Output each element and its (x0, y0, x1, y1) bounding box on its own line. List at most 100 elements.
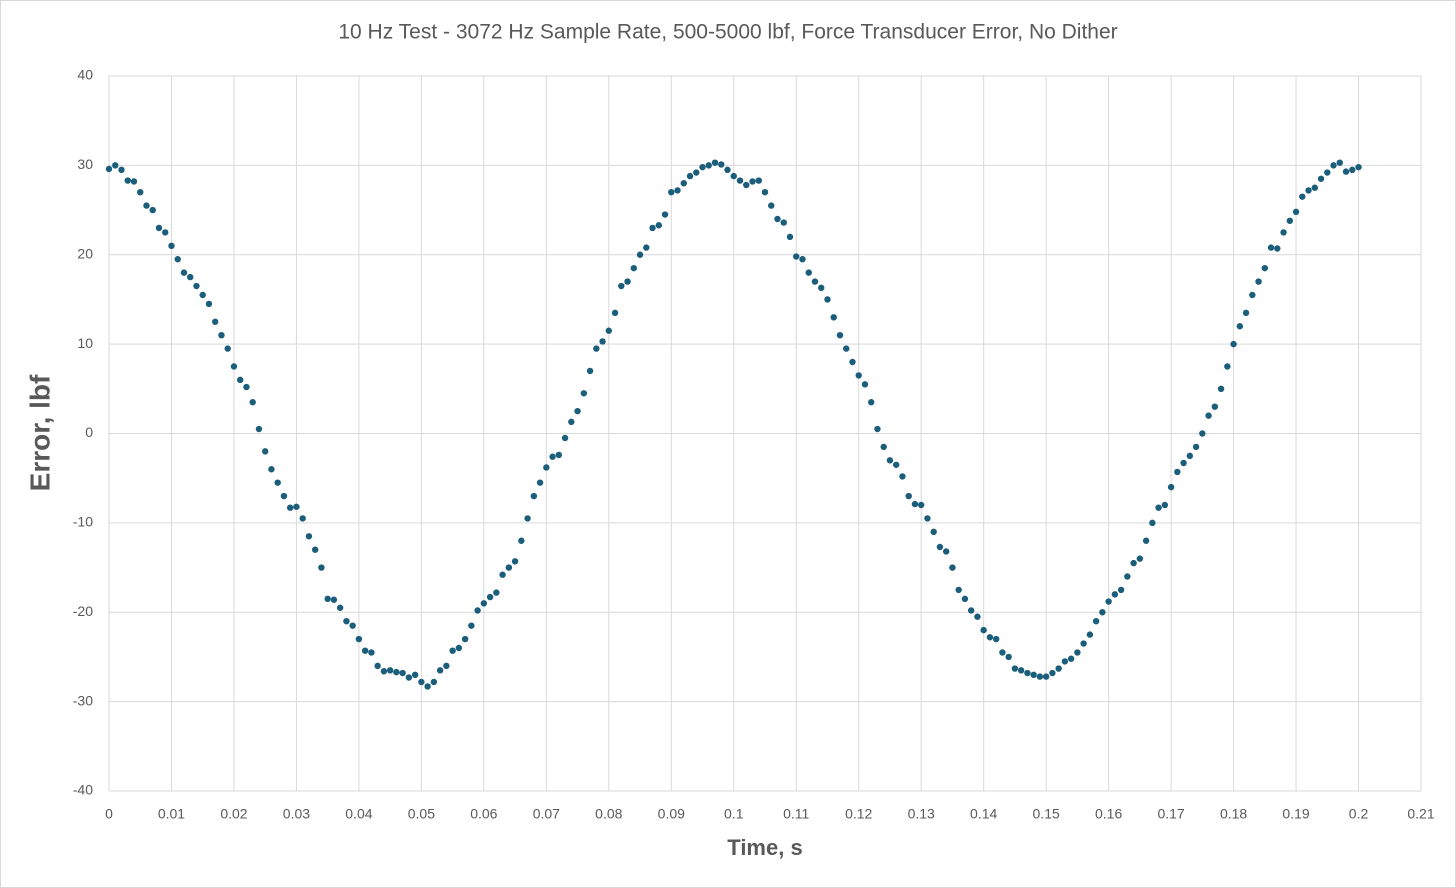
data-point (274, 479, 281, 486)
data-point (574, 407, 581, 415)
data-point (655, 222, 662, 229)
data-point (443, 662, 450, 670)
data-point (493, 589, 500, 596)
data-point (649, 224, 656, 232)
data-point (305, 533, 313, 540)
data-point (1136, 555, 1144, 562)
data-point (143, 202, 150, 209)
data-point (499, 571, 506, 578)
data-point (1130, 559, 1137, 567)
data-point (999, 649, 1006, 656)
data-point (268, 466, 275, 473)
data-point (674, 187, 681, 194)
data-point (1099, 609, 1106, 616)
data-point (455, 644, 463, 652)
data-point (636, 251, 644, 258)
data-point (255, 425, 263, 433)
data-point (230, 363, 238, 370)
x-tick-label: 0.1 (724, 806, 744, 822)
data-point (168, 242, 175, 250)
data-point (630, 264, 637, 272)
data-point (942, 548, 950, 555)
data-point (836, 331, 844, 339)
data-point (1161, 501, 1169, 509)
data-point (1030, 671, 1037, 679)
data-point (212, 318, 219, 325)
x-tick-label: 0.14 (970, 806, 997, 822)
data-point (368, 649, 375, 656)
data-point (149, 206, 156, 214)
data-point (1286, 217, 1294, 224)
data-point (555, 451, 563, 459)
data-point (886, 457, 894, 464)
data-point (611, 309, 619, 317)
data-point (174, 256, 181, 263)
x-tick-label: 0.17 (1157, 806, 1184, 822)
data-point (930, 528, 937, 536)
data-point (124, 177, 131, 184)
data-point (686, 172, 694, 180)
data-point (1155, 504, 1162, 511)
data-point (824, 296, 831, 303)
data-point (349, 622, 356, 629)
x-tick-label: 0.06 (470, 806, 497, 822)
data-point (980, 626, 987, 634)
data-point (580, 390, 588, 397)
data-point (1261, 264, 1269, 272)
data-point (280, 492, 288, 500)
data-point (849, 358, 856, 366)
data-point (311, 546, 319, 553)
data-point (643, 244, 650, 251)
data-point (1342, 168, 1350, 175)
data-point (1336, 159, 1343, 166)
data-point (205, 300, 213, 308)
data-point (286, 504, 294, 511)
data-point (911, 500, 919, 508)
data-point (361, 647, 369, 654)
data-point (774, 215, 781, 223)
x-tick-label: 0.09 (658, 806, 685, 822)
x-tick-label: 0.13 (908, 806, 935, 822)
data-point (461, 635, 469, 643)
data-point (955, 586, 962, 594)
data-point (917, 501, 925, 509)
data-point (1149, 519, 1156, 527)
data-point (986, 634, 994, 641)
data-point (593, 345, 600, 352)
data-point (699, 163, 706, 171)
x-tick-label: 0.21 (1407, 806, 1434, 822)
y-tick-label: 10 (77, 335, 93, 351)
data-point (843, 345, 850, 352)
data-point (524, 515, 531, 522)
data-point (380, 668, 388, 675)
data-point (1055, 665, 1062, 672)
y-axis-label: Error, lbf (24, 374, 55, 491)
data-point (1049, 669, 1056, 677)
data-point (561, 434, 569, 442)
data-point (868, 399, 875, 406)
data-point (967, 607, 975, 614)
chart-title: 10 Hz Test - 3072 Hz Sample Rate, 500-50… (338, 21, 1117, 44)
data-point (243, 383, 250, 391)
data-point (855, 372, 862, 379)
data-point (405, 674, 413, 681)
data-point (543, 464, 550, 471)
data-point (1224, 363, 1231, 370)
data-point (1299, 193, 1306, 200)
data-point (1036, 673, 1044, 680)
data-point (480, 600, 488, 607)
data-point (1305, 187, 1312, 194)
data-point (618, 282, 625, 290)
data-point (1205, 412, 1212, 419)
data-point (749, 178, 756, 185)
x-tick-label: 0.2 (1349, 806, 1369, 822)
x-tick-label: 0.16 (1095, 806, 1122, 822)
data-point (299, 515, 306, 522)
data-point (330, 596, 338, 603)
data-point (661, 211, 669, 218)
data-point (355, 635, 363, 643)
data-point (1174, 468, 1181, 476)
data-point (624, 278, 631, 285)
data-point (449, 647, 456, 654)
